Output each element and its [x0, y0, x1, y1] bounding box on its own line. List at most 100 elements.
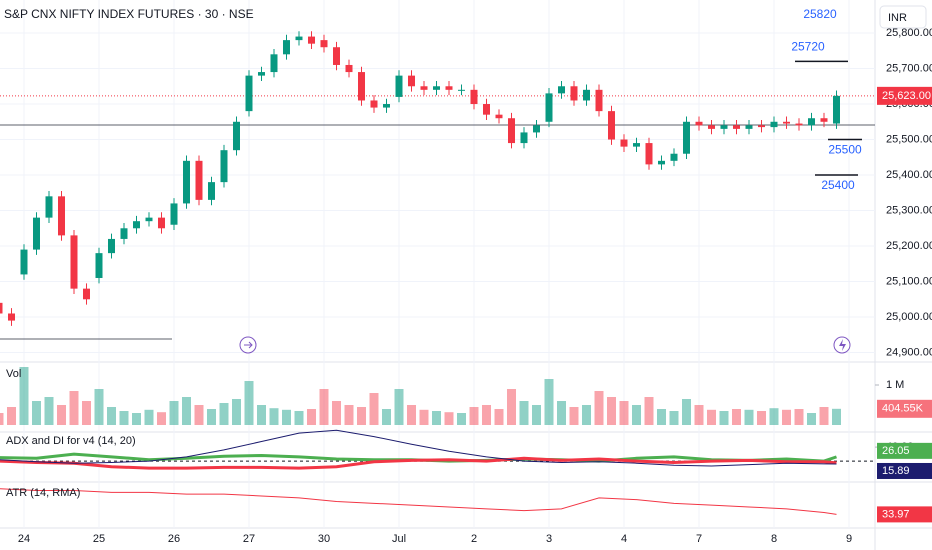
x-tick-label: 27: [243, 533, 255, 545]
volume-bar: [669, 411, 679, 425]
indicator-label: 15.89: [882, 465, 910, 477]
candle-body: [33, 217, 40, 250]
volume-bar: [157, 412, 166, 425]
candle-body: [633, 143, 640, 147]
x-tick-label: 30: [318, 533, 330, 545]
candle-body: [283, 40, 290, 55]
indicator-label-box: [877, 462, 932, 479]
y-tick-label: 25,200.00: [886, 240, 932, 252]
candle-body: [145, 217, 153, 222]
volume-bar: [107, 407, 116, 425]
candle-body: [683, 121, 690, 154]
y-tick-label: 25,500.00: [886, 133, 932, 145]
candle-body: [520, 132, 528, 144]
candle-body: [720, 125, 728, 129]
candle-body: [808, 118, 815, 126]
volume-bar: [582, 405, 591, 425]
volume-bar: [694, 405, 704, 425]
volume-bar: [807, 413, 816, 425]
indicator-label-box: [877, 442, 932, 459]
candle-body: [770, 121, 778, 128]
price-label-box: [877, 86, 932, 105]
volume-bar: [382, 409, 391, 425]
volume-bar: [319, 389, 329, 425]
volume-bar: [557, 401, 566, 425]
pane-title: ATR (14, RMA): [6, 487, 80, 499]
candle-body: [383, 104, 390, 108]
level-label: 25500: [828, 143, 862, 157]
candle-body: [83, 288, 90, 300]
candle-body: [295, 36, 303, 41]
candle-body: [458, 89, 465, 91]
candle-body: [558, 86, 565, 94]
volume-bar: [657, 409, 666, 425]
candle-body: [670, 153, 678, 161]
candle-body: [608, 111, 615, 140]
x-tick-label: 2: [471, 533, 477, 545]
y-tick-label: 25,800.00: [886, 27, 932, 39]
candle-body: [583, 89, 590, 101]
volume-bar: [469, 407, 479, 425]
volume-bar: [57, 405, 66, 425]
volume-label-box: [877, 399, 932, 418]
candle-body: [745, 125, 753, 129]
indicator-label-box: [877, 506, 932, 523]
x-tick-label: 24: [18, 533, 30, 545]
pane-title: Vol: [6, 368, 21, 380]
candle-body: [508, 118, 515, 144]
volume-bar: [294, 411, 304, 425]
volume-bar: [344, 405, 354, 425]
volume-bar: [682, 399, 691, 425]
candle-body: [433, 86, 440, 90]
volume-bar: [182, 397, 191, 425]
candle-body: [170, 203, 178, 225]
candle-body: [108, 238, 115, 254]
x-tick-label: 7: [696, 533, 702, 545]
candle-body: [758, 125, 765, 128]
x-tick-label: 8: [771, 533, 777, 545]
volume-bar: [707, 409, 716, 425]
volume-bar: [257, 405, 266, 425]
volume-bar: [244, 381, 254, 425]
volume-bar: [507, 389, 516, 425]
volume-bar: [407, 405, 416, 425]
y-tick-label: 25,000.00: [886, 311, 932, 323]
candle-body: [158, 217, 165, 229]
candle-body: [495, 114, 503, 119]
candle-body: [483, 104, 490, 115]
volume-bar: [482, 405, 491, 425]
candle-body: [408, 75, 415, 87]
candle-body: [595, 89, 603, 112]
indicator-label: 33.97: [882, 508, 910, 520]
candle-body: [620, 139, 628, 147]
candle-body: [345, 64, 353, 73]
candle-body: [733, 125, 740, 129]
event-icon[interactable]: [239, 336, 257, 354]
volume-bar: [444, 412, 454, 425]
candle-body: [833, 95, 840, 124]
y-tick-label: 25,100.00: [886, 275, 932, 287]
volume-bar: [769, 408, 779, 425]
volume-bar: [132, 413, 141, 425]
candle-body: [120, 228, 128, 239]
candle-body: [95, 253, 103, 278]
x-tick-label: 3: [546, 533, 552, 545]
candle-body: [258, 72, 265, 76]
x-tick-label: 9: [846, 533, 852, 545]
currency-box[interactable]: [879, 5, 927, 29]
volume-bar: [632, 405, 641, 425]
volume-bar: [394, 389, 404, 425]
marks: [0, 31, 875, 515]
candle-body: [333, 47, 340, 65]
y-tick-label: 25,300.00: [886, 204, 932, 216]
candle-body: [20, 249, 28, 275]
event-icon[interactable]: [833, 336, 851, 354]
volume-bar: [44, 397, 54, 425]
volume-bar: [19, 367, 29, 425]
volume-bar: [432, 411, 441, 425]
candle-body: [395, 75, 403, 97]
volume-bar: [619, 401, 629, 425]
volume-bar: [544, 379, 554, 425]
volume-bar: [419, 409, 429, 425]
candle-body: [245, 75, 253, 112]
